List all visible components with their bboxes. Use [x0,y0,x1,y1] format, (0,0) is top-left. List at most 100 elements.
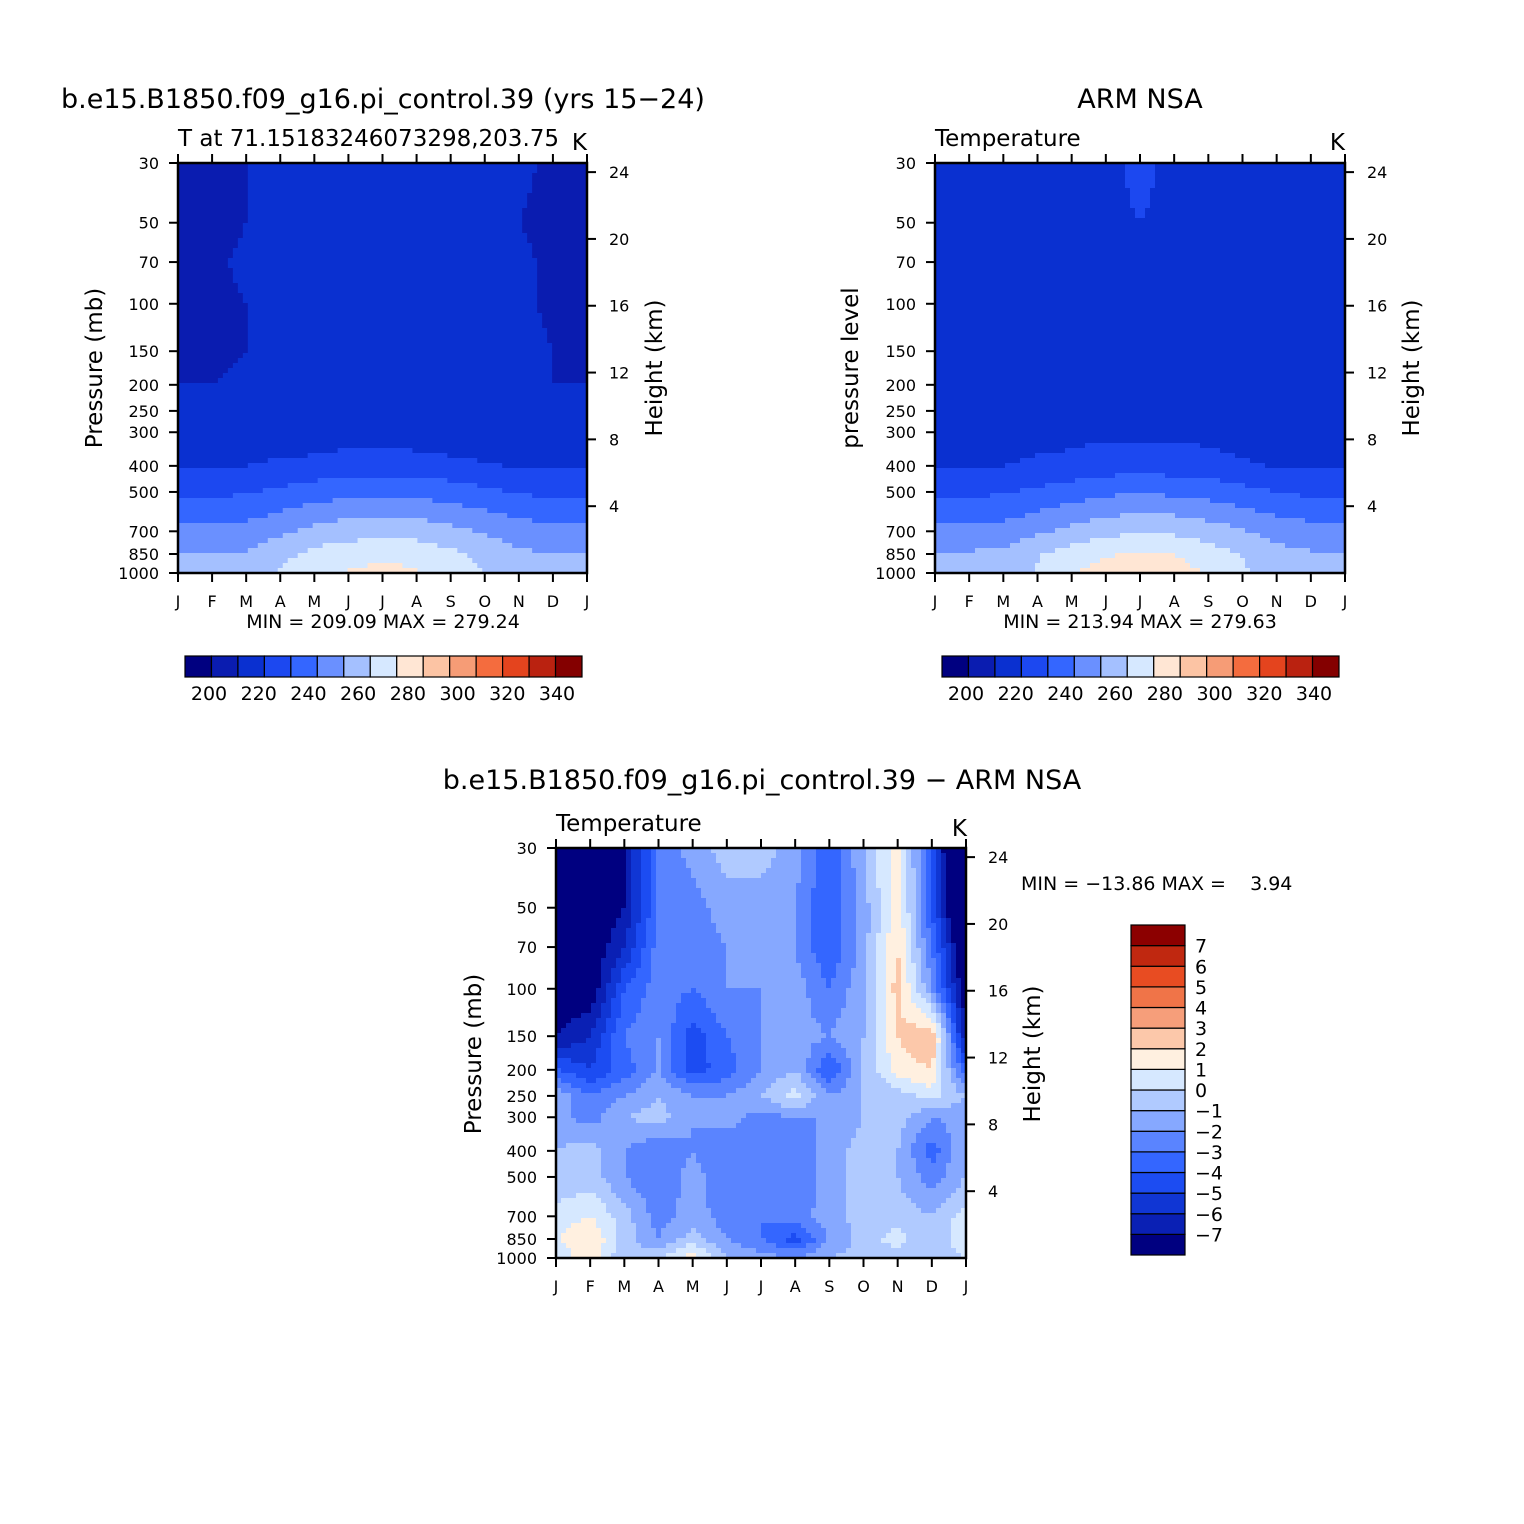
contour-cell [197,308,204,314]
contour-cell [547,243,553,249]
contour-cell [217,313,224,319]
contour-cell [372,238,379,244]
contour-cell [412,343,419,349]
contour-cell [442,408,448,414]
contour-cell [192,393,199,399]
contour-cell [178,198,184,204]
contour-cell [302,393,309,399]
contour-cell [432,428,438,434]
contour-cell [387,178,394,184]
contour-cell [227,433,234,439]
contour-cell [317,363,324,369]
contour-cell [262,423,269,429]
contour-cell [267,423,274,429]
contour-cell [382,213,389,219]
contour-cell [562,263,568,269]
contour-cell [362,233,369,239]
contour-cell [262,413,269,419]
contour-cell [327,443,334,449]
contour-cell [332,393,339,399]
contour-cell [412,453,419,459]
contour-cell [302,398,309,404]
contour-cell [227,333,234,339]
contour-cell [482,248,488,254]
contour-cell [372,448,379,454]
contour-cell [517,438,523,444]
contour-cell [252,383,259,389]
contour-cell [237,178,244,184]
contour-cell [242,278,249,284]
contour-cell [577,443,583,449]
contour-cell [412,363,419,369]
contour-cell [397,183,404,189]
contour-cell [297,443,304,449]
contour-cell [372,293,379,299]
contour-cell [337,423,344,429]
contour-cell [487,408,493,414]
contour-cell [422,218,428,224]
contour-cell [572,458,578,464]
contour-cell [562,408,568,414]
contour-cell [582,233,588,239]
contour-cell [537,428,543,434]
contour-cell [212,173,219,179]
contour-cell [287,313,294,319]
contour-cell [307,243,314,249]
contour-cell [227,273,234,279]
contour-cell [237,213,244,219]
contour-cell [232,353,239,359]
contour-cell [317,438,324,444]
contour-cell [397,203,404,209]
contour-cell [227,458,234,464]
contour-cell [212,453,219,459]
contour-cell [332,213,339,219]
contour-cell [217,223,224,229]
contour-cell [287,193,294,199]
contour-cell [377,248,384,254]
contour-cell [178,448,184,454]
contour-cell [207,253,214,259]
contour-cell [487,443,493,449]
contour-cell [502,288,508,294]
contour-cell [307,363,314,369]
contour-cell [417,278,423,284]
contour-cell [292,433,299,439]
contour-cell [217,368,224,374]
contour-cell [387,228,394,234]
contour-cell [467,373,473,379]
contour-cell [197,413,204,419]
contour-cell [582,333,588,339]
contour-cell [322,338,329,344]
contour-cell [392,293,399,299]
contour-cell [582,423,588,429]
contour-cell [402,448,409,454]
contour-cell [397,208,404,214]
contour-cell [522,303,528,309]
contour-cell [532,318,538,324]
contour-cell [557,358,563,364]
contour-cell [532,273,538,279]
contour-cell [232,428,239,434]
contour-cell [402,223,409,229]
contour-cell [357,253,364,259]
contour-cell [497,453,503,459]
contour-cell [552,408,558,414]
contour-cell [422,358,428,364]
contour-cell [217,323,224,329]
contour-cell [272,433,279,439]
contour-cell [467,348,473,354]
contour-cell [547,163,553,169]
contour-cell [477,248,483,254]
contour-cell [257,343,264,349]
contour-cell [567,323,573,329]
contour-cell [302,443,309,449]
contour-cell [367,198,374,204]
contour-cell [287,323,294,329]
contour-cell [507,463,513,469]
contour-cell [487,378,493,384]
contour-cell [357,453,364,459]
contour-cell [362,348,369,354]
contour-cell [362,323,369,329]
contour-cell [197,333,204,339]
contour-cell [387,218,394,224]
